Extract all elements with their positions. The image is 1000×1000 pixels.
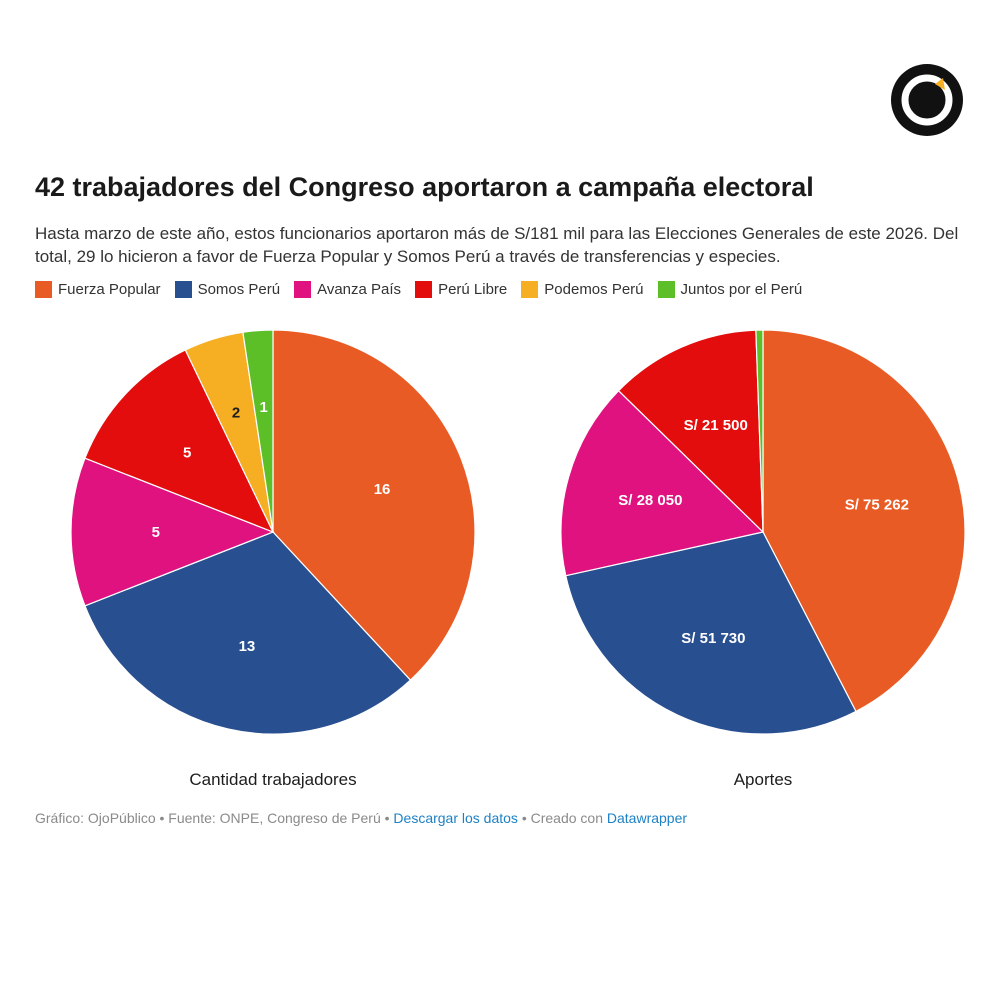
legend-label: Fuerza Popular (58, 281, 161, 298)
pie-title: Aportes (734, 770, 793, 789)
legend-item: Somos Perú (174, 281, 281, 298)
legend-swatch (521, 281, 539, 298)
pie-slice (565, 531, 857, 735)
legend-label: Somos Perú (197, 281, 281, 298)
slice-data-label: S/ 21 500 (684, 417, 748, 434)
legend-item: Juntos por el Perú (657, 281, 803, 298)
legend-swatch (294, 281, 312, 298)
pie-slice (617, 329, 764, 534)
legend: Fuerza Popular Somos Perú Avanza País Perú … (35, 281, 975, 298)
legend-swatch (657, 281, 675, 298)
footer: Gráfico: OjoPúblico • Fuente: ONPE, Cong… (35, 810, 965, 826)
footer-created-with: • Creado con (517, 810, 607, 826)
legend-label: Juntos por el Perú (680, 281, 803, 298)
legend-label: Avanza País (317, 281, 402, 298)
pie-slice (242, 329, 274, 533)
pie-slice (70, 457, 275, 607)
legend-item: Avanza País (294, 281, 401, 298)
slice-data-label: S/ 51 730 (681, 630, 745, 647)
pie-slice (84, 349, 275, 534)
pie-slice (272, 329, 476, 681)
legend-item: Fuerza Popular (35, 281, 161, 298)
pie-slice (560, 389, 765, 577)
datawrapper-link[interactable]: Datawrapper (606, 810, 688, 826)
legend-label: Perú Libre (438, 281, 508, 298)
download-data-link[interactable]: Descargar los datos (393, 810, 518, 826)
slice-data-label: 5 (183, 444, 191, 461)
legend-item: Podemos Perú (521, 281, 644, 298)
legend-swatch (174, 281, 192, 298)
chart-subtitle: Hasta marzo de este año, estos funcionar… (35, 224, 959, 266)
pie-slice (84, 531, 412, 735)
slice-data-label: S/ 28 050 (618, 492, 682, 509)
slice-data-label: 13 (239, 638, 256, 655)
pie-charts: 16 13 5 5 2 1 Cantidad trabajadores S/ 75 262 S/… (70, 329, 966, 789)
slice-data-label: S/ 75 262 (845, 496, 909, 513)
pie-title: Cantidad trabajadores (189, 770, 356, 789)
pie-slice (762, 329, 966, 713)
pie-slice (755, 329, 764, 533)
legend-label: Podemos Perú (544, 281, 644, 298)
legend-item: Perú Libre (415, 281, 507, 298)
slice-data-label: 5 (152, 524, 160, 541)
slice-data-label: 16 (374, 481, 391, 498)
slice-data-label: 1 (259, 399, 267, 416)
footer-credits: Gráfico: OjoPúblico • Fuente: ONPE, Cong… (35, 810, 394, 826)
legend-swatch (35, 281, 52, 298)
chart-title: 42 trabajadores del Congreso aportaron a… (35, 172, 814, 202)
ojopublico-logo-icon (891, 64, 963, 136)
legend-swatch (415, 281, 433, 298)
slice-data-label: 2 (232, 404, 240, 421)
